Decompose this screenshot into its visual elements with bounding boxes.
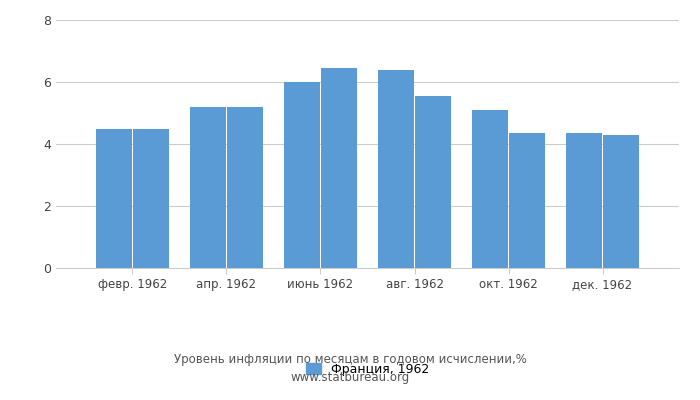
Bar [190,107,226,268]
Bar [96,128,132,268]
Bar [472,110,508,268]
Bar [509,132,545,268]
Bar [566,133,602,268]
Bar [133,129,169,268]
Bar [227,107,263,268]
Bar [415,96,452,268]
Bar [321,68,357,268]
Bar [378,70,414,268]
Bar [603,135,639,268]
Text: www.statbureau.org: www.statbureau.org [290,372,410,384]
Bar [284,82,320,268]
Legend: Франция, 1962: Франция, 1962 [306,363,429,376]
Text: Уровень инфляции по месяцам в годовом исчислении,%: Уровень инфляции по месяцам в годовом ис… [174,354,526,366]
